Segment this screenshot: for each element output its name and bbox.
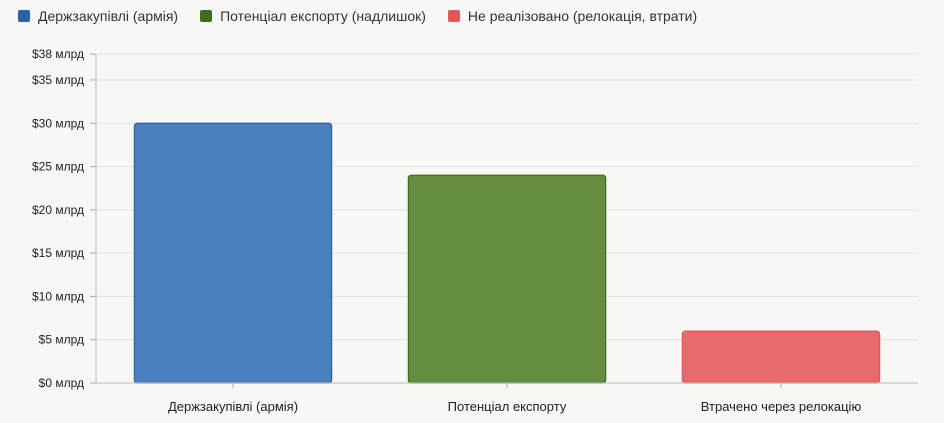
legend-item-lost[interactable]: Не реалізовано (релокація, втрати) [447,8,698,24]
legend-swatch [200,10,213,22]
axes [95,54,918,384]
legend-item-procurement[interactable]: Держзакупівлі (армія) [18,8,178,24]
y-tick-label: $10 млрд [32,289,84,303]
bar-2[interactable] [407,174,607,384]
x-axis-labels: Держзакупівлі (армія) Потенціал експорту В… [168,383,862,414]
x-tick-label: Втрачено через релокацію [701,399,862,414]
bar-3[interactable] [681,330,881,384]
y-tick-label: $25 млрд [32,160,84,174]
x-tick-label: Потенціал експорту [448,399,567,414]
bars [133,122,881,384]
y-tick-label: $35 млрд [32,73,84,87]
y-axis-ticks: $0 млрд $5 млрд $10 млрд $15 млрд $20 млрд $2… [32,47,96,390]
y-tick-label: $20 млрд [32,203,84,217]
legend-label: Держзакупівлі (армія) [38,8,179,24]
legend-swatch [18,10,30,22]
y-tick-label: $0 млрд [39,376,84,390]
legend-label: Потенціал експорту (надлишок) [220,8,426,24]
x-tick-label: Держзакупівлі (армія) [168,399,298,414]
legend: Держзакупівлі (армія) Потенціал експорту… [18,8,697,24]
y-tick-label: $15 млрд [32,246,84,260]
bar-1[interactable] [133,122,333,384]
y-tick-label: $30 млрд [32,116,84,130]
y-tick-label: $38 млрд [32,47,84,61]
legend-item-export[interactable]: Потенціал експорту (надлишок) [200,8,426,24]
y-tick-label: $5 млрд [39,333,84,347]
legend-label: Не реалізовано (релокація, втрати) [467,8,698,24]
legend-swatch [447,10,460,22]
